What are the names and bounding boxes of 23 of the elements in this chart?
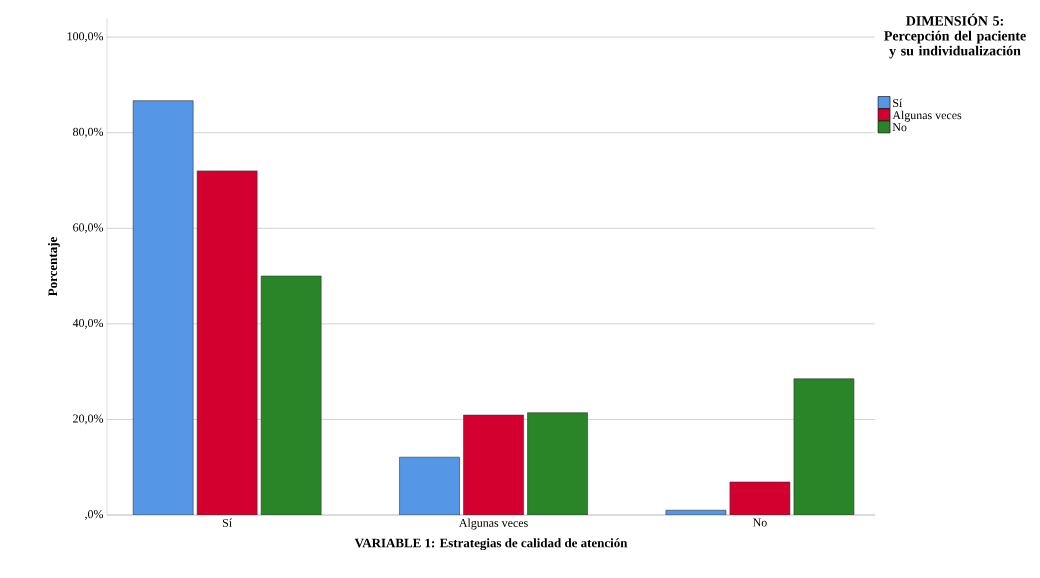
bar [260, 275, 322, 515]
y-tick-label: 100,0% [67, 32, 104, 43]
y-axis-title: Porcentaje [48, 237, 60, 296]
x-axis-title: VARIABLE 1: Estrategias de calidad de atención [354, 538, 628, 551]
y-tick-label: ,0% [85, 510, 104, 520]
bar [527, 412, 588, 515]
bar [729, 481, 791, 515]
bar [463, 414, 524, 515]
legend-label: Sí [893, 98, 903, 108]
legend-label: Algunas veces [892, 110, 962, 122]
x-tick-label: No [752, 518, 767, 527]
bar [132, 100, 194, 515]
legend-title: DIMENSIÓN 5: Percepción del paciente y su individualización [884, 13, 1026, 59]
bar [399, 456, 460, 515]
legend-label: No [892, 123, 907, 132]
bar [793, 378, 855, 515]
x-tick-label: Sí [222, 518, 232, 527]
y-tick-label: 40,0% [72, 318, 104, 329]
y-tick-label: 60,0% [73, 223, 104, 234]
y-tick-label: 80,0% [73, 127, 104, 138]
y-tick-label: 20,0% [73, 414, 104, 425]
x-tick-label: Algunas veces [458, 518, 528, 530]
bar [196, 170, 258, 515]
